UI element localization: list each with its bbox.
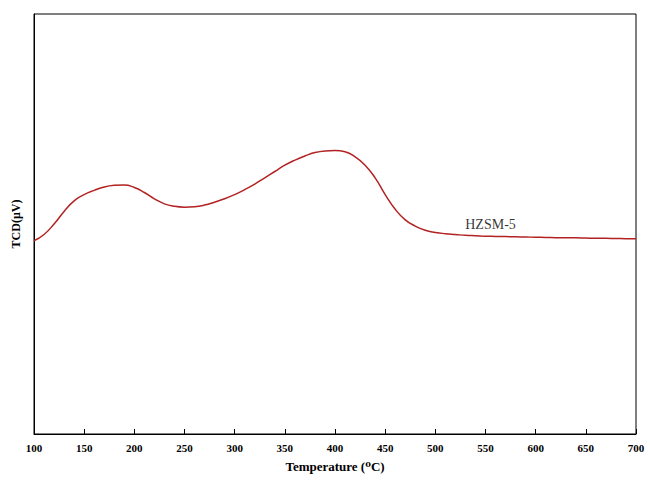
svg-text:200: 200 [126, 442, 143, 454]
svg-text:250: 250 [176, 442, 193, 454]
svg-text:650: 650 [578, 442, 595, 454]
svg-text:500: 500 [427, 442, 444, 454]
svg-text:HZSM-5: HZSM-5 [465, 217, 516, 232]
svg-text:300: 300 [226, 442, 243, 454]
svg-text:550: 550 [477, 442, 494, 454]
svg-text:600: 600 [527, 442, 544, 454]
svg-text:100: 100 [26, 442, 43, 454]
svg-text:700: 700 [628, 442, 645, 454]
svg-text:150: 150 [76, 442, 93, 454]
svg-text:450: 450 [377, 442, 394, 454]
svg-text:350: 350 [277, 442, 294, 454]
svg-text:400: 400 [327, 442, 344, 454]
svg-text:TCD(μV): TCD(μV) [9, 200, 23, 249]
svg-text:Temperature (⁰C): Temperature (⁰C) [285, 459, 384, 474]
